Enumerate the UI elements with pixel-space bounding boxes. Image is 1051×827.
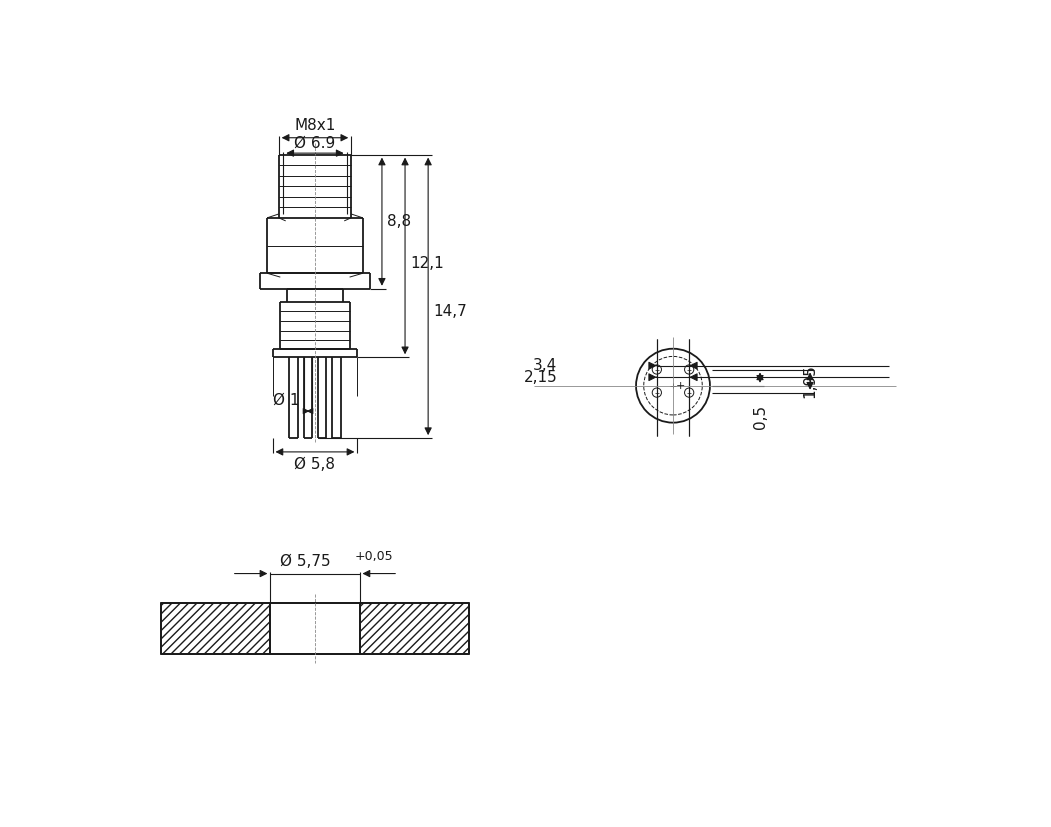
Text: 3,4: 3,4: [533, 358, 557, 373]
Bar: [270, 603, 359, 653]
Text: 14,7: 14,7: [433, 304, 468, 319]
Text: Ø 5,8: Ø 5,8: [294, 457, 335, 472]
Text: +0,05: +0,05: [355, 550, 394, 563]
Text: Ø 6.9: Ø 6.9: [294, 136, 335, 151]
Text: Ø 5,75: Ø 5,75: [281, 554, 331, 569]
Text: 0,5: 0,5: [753, 405, 767, 429]
Bar: [359, 603, 469, 653]
Text: 8,8: 8,8: [388, 214, 411, 229]
Text: 2,15: 2,15: [523, 370, 557, 385]
Text: Ø 1: Ø 1: [273, 393, 300, 408]
Bar: [161, 603, 270, 653]
Text: 1,95: 1,95: [803, 364, 818, 398]
Text: M8x1: M8x1: [294, 118, 335, 133]
Text: +: +: [676, 380, 684, 390]
Text: 12,1: 12,1: [411, 256, 445, 271]
